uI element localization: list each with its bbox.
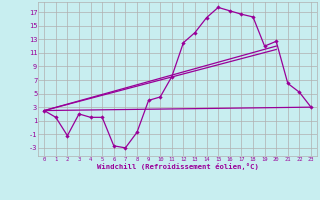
X-axis label: Windchill (Refroidissement éolien,°C): Windchill (Refroidissement éolien,°C) — [97, 164, 259, 170]
